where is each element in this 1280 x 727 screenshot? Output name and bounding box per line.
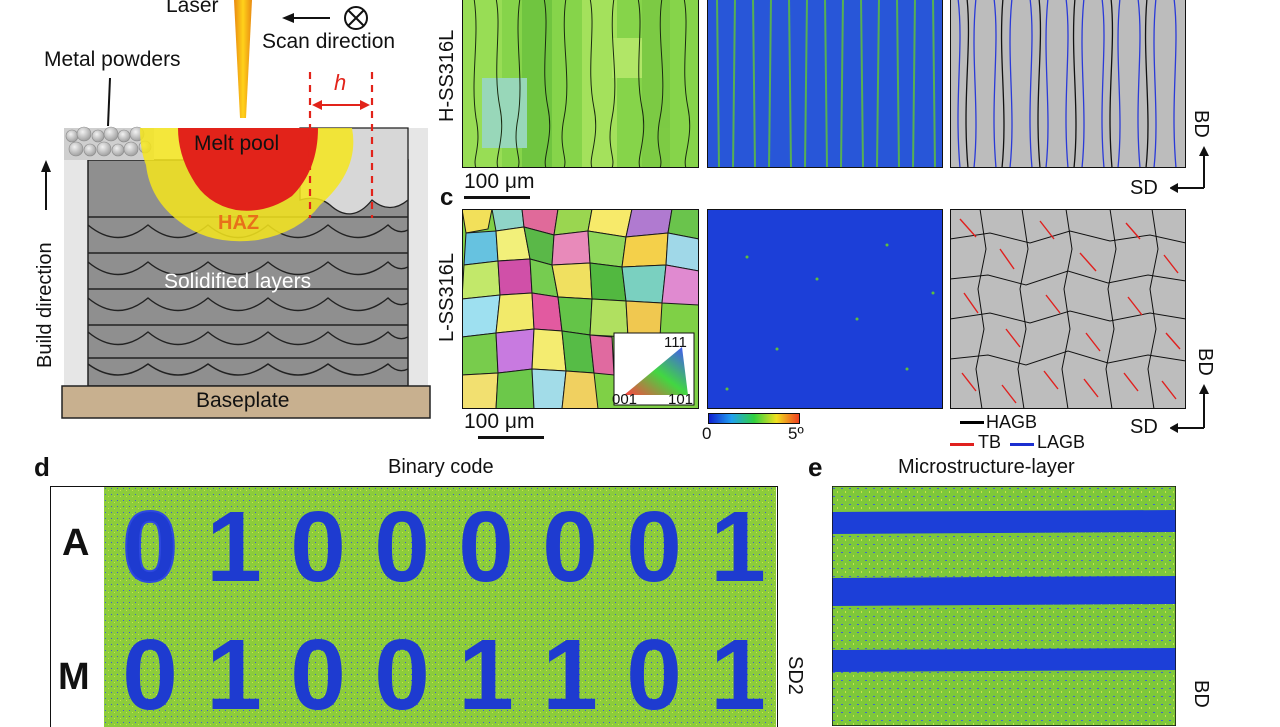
laser-label: Laser [166, 0, 219, 17]
digit-m-2: 1 [206, 619, 262, 727]
digit-a-6: 0 [542, 491, 598, 603]
b-axis-bd: BD [1190, 110, 1212, 138]
haz-label: HAZ [218, 212, 260, 234]
legend-tb-swatch [950, 443, 974, 446]
c-ipf-map [462, 209, 699, 409]
c-axis-bd: BD [1194, 348, 1216, 376]
scan-direction-label: Scan direction [262, 30, 396, 53]
kam-max-label: 5º [788, 424, 804, 443]
digit-m-5: 1 [458, 619, 514, 727]
c-axis-sd: SD [1130, 416, 1158, 438]
schematic-panel: Laser Scan direction Metal powders h Mel… [0, 0, 440, 430]
c-scale-bar-label: 100 μm [464, 410, 535, 433]
ipf-111-label: 111 [664, 334, 687, 351]
laser-beam [234, 0, 252, 118]
panel-e-title: Microstructure-layer [898, 456, 1075, 478]
baseplate-block [61, 385, 431, 419]
microstructure-layer-map [832, 486, 1176, 726]
digit-m-1: 0 [122, 619, 178, 727]
legend-hagb-swatch [960, 421, 984, 424]
legend-lagb-label: LAGB [1037, 432, 1086, 452]
digit-a-7: 0 [626, 491, 682, 603]
digit-a-1: 0 [121, 491, 179, 603]
digit-m-6: 1 [542, 619, 598, 727]
digit-m-3: 0 [290, 619, 346, 727]
l-ss316l-row-label: L-SS316L [436, 253, 458, 342]
row-m-label: M [58, 656, 90, 698]
ipf-101-label: 101 [668, 391, 694, 408]
h-label: h [334, 70, 347, 95]
metal-powders-label: Metal powders [44, 48, 181, 71]
build-direction-label: Build direction [34, 242, 56, 368]
scan-direction-arrow [282, 13, 294, 23]
kam-color-bar [708, 413, 800, 424]
b-axis-arrows [1170, 146, 1209, 193]
c-gb-map [950, 209, 1186, 409]
binary-kam-map: 0 1 0 0 0 0 0 1 0 1 0 0 1 1 0 1 [104, 487, 776, 727]
digit-a-5: 0 [458, 491, 514, 603]
binary-digits-layer [104, 487, 776, 727]
ipf-001-label: 001 [612, 391, 638, 408]
h-ss316l-row-label: H-SS316L [436, 29, 458, 122]
legend-tb-label: TB [978, 432, 1002, 452]
layer-band-1 [832, 510, 1176, 534]
c-axis-arrows [1170, 384, 1209, 433]
b-scale-bar-label: 100 μm [464, 170, 535, 193]
melt-pool-label: Melt pool [194, 132, 280, 155]
row-a-label: A [62, 522, 90, 564]
legend-lagb-swatch [1010, 443, 1034, 446]
melt-pool [178, 128, 318, 211]
panel-e-letter: e [808, 452, 823, 482]
b-gb-map [950, 0, 1186, 168]
baseplate-label: Baseplate [196, 389, 290, 412]
panel-e-side-label: BD [1190, 680, 1212, 708]
digit-m-8: 1 [710, 619, 766, 727]
panel-d-letter: d [34, 452, 50, 482]
panel-d-side-label: SD2 [784, 656, 806, 695]
ipf-triangle [624, 347, 688, 395]
into-page-icon [344, 6, 368, 30]
row-a-digits: 0 1 0 0 0 0 0 1 [114, 491, 774, 603]
solidified-layers-label: Solidified layers [164, 270, 312, 293]
schematic-drawing [41, 0, 431, 419]
legend-hagb-label: HAGB [986, 412, 1038, 432]
digit-m-4: 0 [374, 619, 430, 727]
panel-c-letter: c [440, 184, 454, 211]
digit-a-8: 1 [710, 491, 766, 603]
c-scale-bar [478, 436, 544, 439]
layer-band-2 [832, 576, 1176, 606]
digit-a-3: 0 [290, 491, 346, 603]
panel-d-title: Binary code [388, 456, 494, 478]
layer-band-3 [832, 648, 1176, 672]
kam-min-label: 0 [702, 424, 712, 443]
c-kam-map [707, 209, 943, 409]
digit-m-7: 0 [626, 619, 682, 727]
b-axis-sd: SD [1130, 177, 1158, 199]
digit-a-2: 1 [206, 491, 262, 603]
build-direction-arrow [41, 160, 51, 172]
b-scale-bar [464, 196, 530, 199]
b-kam-map [707, 0, 943, 168]
row-m-digits: 0 1 0 0 1 1 0 1 [114, 625, 774, 725]
digit-a-4: 0 [374, 491, 430, 603]
b-ipf-map [462, 0, 699, 168]
